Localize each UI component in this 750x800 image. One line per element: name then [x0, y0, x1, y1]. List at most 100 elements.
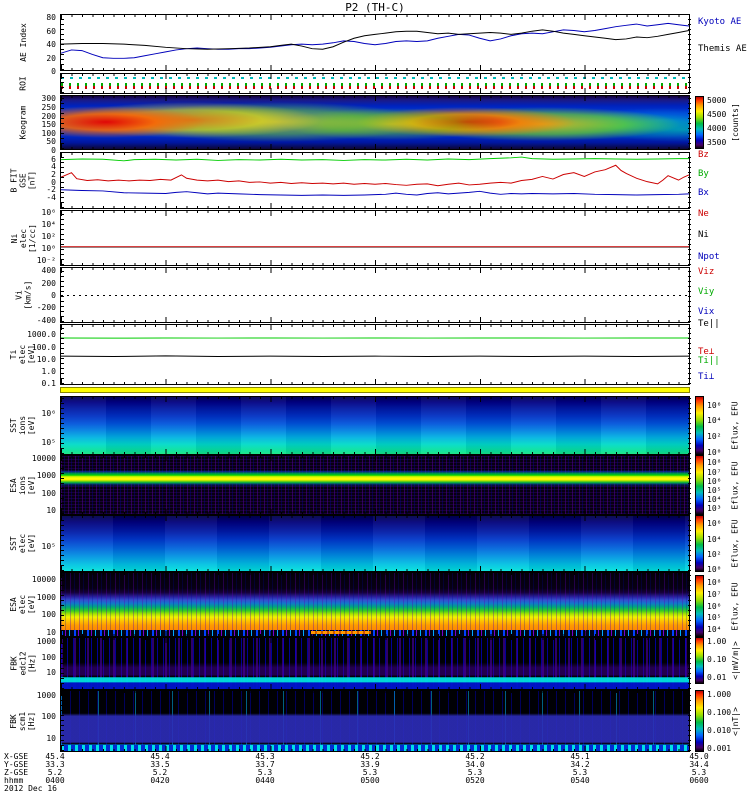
panel-keogram: [60, 95, 691, 150]
footer-value: 45.4: [45, 752, 65, 761]
footer-date: 2012 Dec 16: [4, 784, 57, 793]
esa-electrons-flag-strip: [61, 630, 689, 636]
colorbar-tick-label: 10⁸: [707, 458, 722, 468]
colorbar-unit-fbke_cb: <|mV/m|>: [727, 637, 743, 684]
colorbar-tick-label: 10²: [707, 432, 722, 442]
y-tick-label: 4: [51, 162, 56, 172]
y-tick-label: 100: [41, 652, 56, 662]
colorbar-unit-text: <|nT|>: [730, 706, 740, 736]
y-tick-label: 10: [46, 506, 56, 516]
trace-tepar: [61, 355, 689, 358]
trace-kyotoae: [61, 22, 689, 59]
y-tick-label: 2: [51, 169, 56, 179]
y-tick-label: 100.0: [31, 342, 56, 352]
colorbar-unit-text: Eflux, EFU: [730, 460, 740, 510]
esa-electrons-spectrogram: [61, 573, 689, 636]
trace-label-by: By: [698, 169, 709, 180]
page-title: P2 (TH-C): [345, 1, 405, 14]
trace-label-viy: Viy: [698, 287, 715, 298]
trace-label-bz: Bz: [698, 149, 709, 160]
y-tick-label: 6: [51, 154, 56, 164]
colorbar-tick-label: 10⁶: [707, 519, 722, 529]
y-tick-label: 200: [41, 111, 56, 121]
y-tick-label: 1000: [36, 471, 56, 481]
trace-plot: [61, 22, 689, 59]
panel-sst-ions: [60, 396, 691, 455]
footer-value: 34.2: [570, 760, 590, 769]
x-tick-marks: [61, 320, 689, 322]
footer-value: 34.0: [465, 760, 485, 769]
y-tick-label: 0: [51, 177, 56, 187]
colorbar-tick-label: 10⁶: [707, 400, 722, 410]
colorbar-tick-label: 0.01: [707, 673, 727, 683]
colorbar-unit-text: Eflux, EFU: [730, 519, 740, 568]
y-tick-label: 10: [46, 668, 56, 678]
colorbar-unit-esae_cb: Eflux, EFU: [727, 575, 743, 637]
trace-themisae: [61, 29, 689, 50]
footer-value: 33.7: [255, 760, 275, 769]
y-tick-label: 10⁶: [41, 207, 56, 217]
colorbar-tick-label: 10³: [707, 504, 722, 514]
trace-plot: [61, 156, 689, 196]
zero-dotted-line: [61, 295, 689, 296]
fbk-bfield-bottom-strip: [61, 745, 689, 751]
y-tick-label: 0: [51, 67, 56, 76]
colorbar-tick-label: 10⁰: [707, 564, 722, 574]
colorbar-tick-label: 0.001: [707, 744, 732, 753]
footer-value: 45.2: [360, 752, 380, 761]
y-tick-label: 10⁶: [41, 409, 56, 419]
trace-by: [61, 156, 689, 162]
y-tick-label: 1000: [36, 592, 56, 602]
y-tick-label: 10000: [31, 575, 56, 585]
y-tick-label: 150: [41, 120, 56, 130]
trace-label-ti: Ti||: [698, 356, 720, 367]
esa-ions-spectrogram: [61, 456, 689, 514]
colorbar-unit-text: Eflux, EFU: [730, 581, 740, 631]
trace-label-te: Te⊥: [698, 347, 715, 358]
y-tick-label: 60: [46, 26, 56, 36]
trace-label-npot: Npot: [698, 252, 720, 263]
x-tick-marks: [61, 317, 689, 322]
colorbar-tick-label: 3500: [707, 138, 727, 148]
panel-ae-index: [60, 14, 691, 71]
colorbar-tick-label: 5000: [707, 96, 727, 106]
colorbar-sst-ions: [695, 396, 704, 455]
footer-row-label: Y-GSE: [4, 760, 29, 769]
axis-label-roi: ROI: [2, 73, 44, 94]
colorbar-tick-label: 1.00: [707, 636, 727, 646]
x-tick-marks: [61, 91, 689, 93]
footer-value: 45.3: [255, 752, 275, 761]
colorbar-esa-electrons: [695, 575, 704, 637]
y-tick-label: 10⁵: [41, 541, 56, 551]
footer-value: 0600: [689, 776, 709, 785]
y-tick-label: -400: [36, 315, 56, 325]
trace-label-ni: Ni: [698, 230, 709, 241]
footer-value: 0520: [465, 776, 485, 785]
panel-temperature: [60, 324, 691, 385]
y-tick-label: 40: [46, 40, 56, 50]
y-tick-label: 10: [46, 733, 56, 743]
footer-value: 0440: [255, 776, 275, 785]
trace-label-ne: Ne: [698, 208, 709, 219]
y-tick-label: 10000: [31, 454, 56, 463]
axis-label-text: SST ions [eV]: [9, 415, 37, 436]
colorbar-unit-text: Eflux, EFU: [730, 401, 740, 450]
panel-velocity: [60, 267, 691, 323]
panel-sst-electrons: [60, 515, 691, 572]
colorbar-tick-label: 0.100: [707, 708, 732, 717]
colorbar-tick-label: 0.010: [707, 726, 732, 735]
colorbar-fbk-efield: [695, 637, 704, 684]
x-tick-marks: [61, 268, 689, 270]
x-tick-marks: [61, 268, 689, 273]
colorbar-tick-label: 0.10: [707, 655, 727, 665]
footer-value: 34.4: [689, 760, 709, 769]
y-tick-label: 10.0: [36, 354, 56, 364]
y-tick-label: 50: [46, 137, 56, 147]
panel-esa-electrons: [60, 572, 691, 637]
colorbar-tick-label: 10⁷: [707, 589, 722, 599]
sst-ions-spectrogram: [61, 397, 689, 454]
keogram-spectrogram: [61, 96, 689, 149]
footer-value: 0400: [45, 776, 65, 785]
footer-row-label: Z-GSE: [4, 768, 29, 777]
y-tick-label: 100: [41, 712, 56, 722]
